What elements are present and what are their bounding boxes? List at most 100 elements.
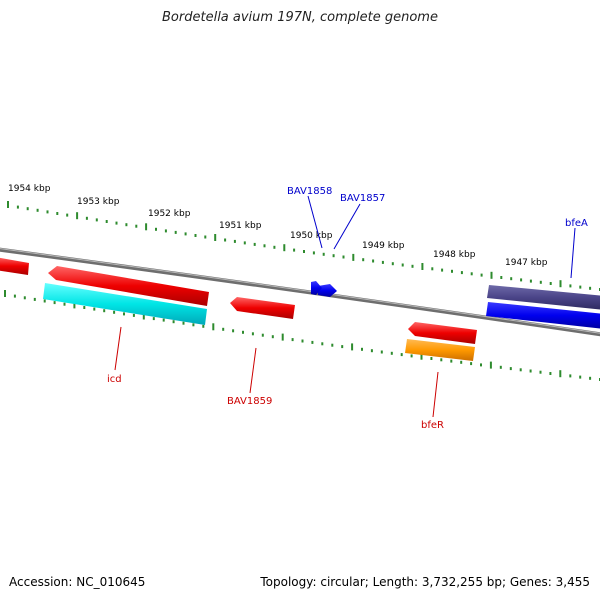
tick-upper-minor bbox=[391, 262, 394, 266]
gene-left-edge-bar[interactable] bbox=[0, 257, 29, 275]
tick-lower-minor bbox=[271, 335, 274, 339]
tick-lower-major bbox=[489, 361, 492, 369]
tick-lower-minor bbox=[222, 327, 225, 331]
tick-upper-minor bbox=[135, 224, 138, 228]
map-title: Bordetella avium 197N, complete genome bbox=[162, 10, 438, 25]
tick-upper-major bbox=[283, 244, 286, 252]
leader-bav1859 bbox=[249, 347, 257, 394]
tick-lower-minor bbox=[410, 354, 413, 358]
leader-bfea bbox=[570, 227, 576, 279]
tick-upper-minor bbox=[342, 255, 345, 259]
tick-upper-minor bbox=[372, 259, 375, 263]
tick-label-1953: 1953 kbp bbox=[77, 197, 120, 207]
tick-lower-minor bbox=[311, 340, 314, 344]
tick-upper-minor bbox=[194, 234, 197, 237]
tick-lower-minor bbox=[53, 301, 56, 305]
tick-upper-minor bbox=[441, 268, 444, 272]
label-bfer[interactable]: bfeR bbox=[421, 420, 444, 431]
tick-lower-minor bbox=[162, 318, 165, 322]
tick-lower-minor bbox=[460, 360, 463, 364]
tick-lower-major bbox=[559, 370, 562, 378]
tick-lower-minor bbox=[301, 339, 304, 343]
gene-icd-bar[interactable] bbox=[48, 266, 209, 306]
tick-upper-minor bbox=[273, 245, 276, 249]
tick-lower-minor bbox=[430, 357, 433, 360]
leader-bav1857 bbox=[333, 203, 361, 250]
tick-upper-minor bbox=[332, 254, 335, 258]
label-bav1859[interactable]: BAV1859 bbox=[227, 396, 272, 407]
leader-icd bbox=[114, 326, 122, 371]
tick-upper-minor bbox=[184, 232, 187, 236]
tick-lower-major bbox=[212, 323, 215, 331]
tick-upper-minor bbox=[155, 227, 157, 231]
label-bfea[interactable]: bfeA bbox=[565, 218, 588, 229]
tick-lower-minor bbox=[33, 297, 36, 301]
label-bav1857[interactable]: BAV1857 bbox=[340, 193, 385, 204]
tick-upper-minor bbox=[431, 267, 434, 271]
gene-bfer-upper-bar[interactable] bbox=[408, 322, 477, 344]
tick-lower-minor bbox=[93, 307, 96, 311]
tick-upper-minor bbox=[46, 210, 49, 214]
tick-upper-minor bbox=[105, 220, 108, 223]
tick-upper-minor bbox=[312, 251, 315, 255]
tick-lower-minor bbox=[450, 359, 453, 363]
tick-lower-minor bbox=[400, 353, 403, 357]
tick-lower-minor bbox=[103, 309, 106, 313]
tick-lower-minor bbox=[390, 351, 393, 355]
genome-backbone bbox=[0, 247, 600, 337]
tick-upper-minor bbox=[233, 239, 236, 243]
tick-upper-minor bbox=[115, 221, 118, 225]
tick-lower-major bbox=[73, 301, 76, 309]
label-bav1858[interactable]: BAV1858 bbox=[287, 186, 332, 197]
tick-lower-minor bbox=[132, 313, 135, 317]
tick-lower-minor bbox=[23, 296, 26, 300]
genome-backbone-highlight bbox=[0, 248, 600, 334]
gene-cyan-bar[interactable] bbox=[43, 283, 207, 325]
tick-upper-minor bbox=[589, 286, 592, 290]
tick-label-1951: 1951 kbp bbox=[219, 221, 262, 231]
tick-upper-minor bbox=[95, 218, 98, 222]
tick-upper-minor bbox=[411, 264, 414, 268]
tick-lower-minor bbox=[43, 299, 46, 303]
tick-lower-major bbox=[420, 352, 423, 360]
tick-lower-minor bbox=[172, 320, 175, 324]
label-icd[interactable]: icd bbox=[107, 374, 122, 385]
tick-label-1947: 1947 kbp bbox=[505, 258, 548, 268]
tick-upper-minor bbox=[16, 205, 19, 209]
gene-bfea-bar[interactable] bbox=[487, 285, 600, 310]
gene-bfer-bar[interactable] bbox=[405, 339, 475, 361]
gene-blue-bar[interactable] bbox=[486, 302, 600, 329]
tick-lower-minor bbox=[242, 330, 244, 334]
tick-lower-minor bbox=[331, 343, 334, 347]
gene-bav1857-arrow[interactable] bbox=[318, 284, 337, 297]
tick-lower-minor bbox=[470, 362, 473, 366]
tick-lower-minor bbox=[232, 329, 235, 333]
tick-upper-minor bbox=[539, 280, 542, 284]
tick-lower-major bbox=[351, 343, 354, 351]
tick-upper-minor bbox=[204, 235, 207, 239]
tick-lower-minor bbox=[361, 347, 363, 351]
tick-upper-minor bbox=[303, 250, 305, 253]
tick-label-1952: 1952 kbp bbox=[148, 209, 191, 219]
tick-lower-minor bbox=[113, 310, 116, 314]
tick-upper-major bbox=[214, 234, 217, 241]
tick-upper-minor bbox=[500, 276, 503, 279]
genome-summary: Topology: circular; Length: 3,732,255 bp… bbox=[260, 575, 590, 589]
gene-bav1858-arrow[interactable] bbox=[311, 281, 322, 295]
tick-upper-minor bbox=[263, 244, 266, 248]
tick-upper-minor bbox=[381, 260, 384, 264]
tick-upper-minor bbox=[56, 212, 59, 215]
gene-bav1859-bar[interactable] bbox=[230, 297, 295, 319]
tick-lower-minor bbox=[182, 321, 185, 325]
tick-upper-minor bbox=[510, 277, 513, 281]
tick-label-1949: 1949 kbp bbox=[362, 241, 405, 251]
tick-lower-minor bbox=[13, 294, 16, 298]
tick-upper-minor bbox=[36, 208, 39, 212]
tick-upper-minor bbox=[243, 241, 246, 245]
tick-label-1954: 1954 kbp bbox=[8, 184, 51, 194]
leader-bfer bbox=[432, 371, 439, 418]
tick-upper-minor bbox=[174, 230, 177, 234]
tick-upper-minor bbox=[569, 284, 572, 288]
tick-label-1948: 1948 kbp bbox=[433, 250, 476, 260]
